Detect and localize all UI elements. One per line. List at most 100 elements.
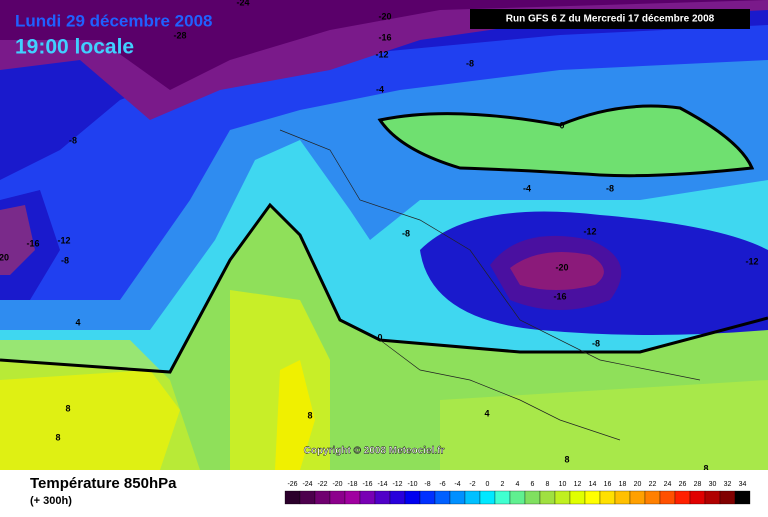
colorbar-label: -24 [302, 481, 312, 488]
colorbar-label: 12 [574, 481, 582, 488]
colorbar-swatch [329, 490, 346, 505]
colorbar-label: 0 [486, 481, 490, 488]
colorbar-swatch [449, 490, 466, 505]
contour-label: -8 [61, 255, 69, 265]
colorbar-label: 32 [724, 481, 732, 488]
contour-label: 8 [65, 403, 70, 413]
contour-label: -8 [592, 338, 600, 348]
contour-label: -8 [402, 228, 410, 238]
contour-label: -16 [553, 291, 566, 301]
colorbar-swatch [689, 490, 706, 505]
contour-labels: -24 -20 -28 -16 -12 -8 -4 -8 0 -4 -8 -16 -12 -8 20 -8 -1… [0, 0, 759, 473]
colorbar-swatch [614, 490, 631, 505]
colorbar-label: 14 [589, 481, 597, 488]
colorbar-swatch [659, 490, 676, 505]
colorbar-label: -8 [424, 481, 430, 488]
contour-label: 8 [703, 463, 708, 473]
run-info: Run GFS 6 Z du Mercredi 17 décembre 2008 [506, 14, 715, 25]
footer-subtitle: (+ 300h) [30, 495, 72, 507]
contour-label: -12 [375, 49, 388, 59]
colorbar-swatch [359, 490, 376, 505]
colorbar-swatch [719, 490, 736, 505]
colorbar-label: 18 [619, 481, 627, 488]
colorbar-label: -10 [407, 481, 417, 488]
colorbar-swatch [584, 490, 601, 505]
colorbar-swatch [434, 490, 451, 505]
colorbar-label: -16 [362, 481, 372, 488]
contour-label: -8 [466, 58, 474, 68]
colorbar-label: 26 [679, 481, 687, 488]
colorbar-swatch [569, 490, 586, 505]
colorbar-swatch [284, 490, 301, 505]
colorbar-label: 30 [709, 481, 717, 488]
contour-label: 4 [75, 317, 80, 327]
colorbar-label: 6 [531, 481, 535, 488]
contour-label: -8 [69, 135, 77, 145]
colorbar-swatch [419, 490, 436, 505]
contour-label: 4 [484, 408, 489, 418]
contour-label: -24 [236, 0, 249, 7]
contour-label: 0 [559, 120, 564, 130]
colorbar-swatch [314, 490, 331, 505]
contour-label: 20 [0, 252, 9, 262]
footer-title: Température 850hPa [30, 475, 177, 492]
colorbar-swatch [374, 490, 391, 505]
colorbar-label: -20 [332, 481, 342, 488]
colorbar-swatch [464, 490, 481, 505]
contour-label: -12 [583, 226, 596, 236]
run-box [470, 9, 750, 29]
contour-label: 8 [55, 432, 60, 442]
colorbar-swatch [524, 490, 541, 505]
colorbar-label: -6 [439, 481, 445, 488]
colorbar-label: -14 [377, 481, 387, 488]
colorbar-swatch [404, 490, 421, 505]
colorbar-swatch [734, 490, 751, 505]
colorbar-label: 10 [559, 481, 567, 488]
colorbar-label: -2 [469, 481, 475, 488]
colorbar-label: 24 [664, 481, 672, 488]
contour-label: -8 [606, 183, 614, 193]
colorbar-label: 20 [634, 481, 642, 488]
colorbar-label: 28 [694, 481, 702, 488]
contour-label: -16 [26, 238, 39, 248]
colorbar-swatch [299, 490, 316, 505]
colorbar-swatch [494, 490, 511, 505]
colorbar-label: -12 [392, 481, 402, 488]
colorbar-label: 8 [546, 481, 550, 488]
colorbar-label: 16 [604, 481, 612, 488]
colorbar-swatch [509, 490, 526, 505]
colorbar-swatch [389, 490, 406, 505]
contour-label: -12 [57, 235, 70, 245]
colorbar-label: 22 [649, 481, 657, 488]
contour-label: -20 [378, 11, 391, 21]
copyright: Copyright © 2008 Meteociel.fr [304, 446, 445, 457]
colorbar-swatch [629, 490, 646, 505]
colorbar-swatch [599, 490, 616, 505]
contour-label: -16 [378, 32, 391, 42]
colorbar: -26 -24 -22 -20 -18 -16 -14 -12 -10 -8 -6 -4 -2 0 2 4 6 8… [284, 481, 751, 505]
colorbar-swatch [479, 490, 496, 505]
colorbar-swatch [644, 490, 661, 505]
contour-label: 8 [307, 410, 312, 420]
colorbar-swatch [539, 490, 556, 505]
colorbar-label: 4 [516, 481, 520, 488]
colorbar-label: -22 [317, 481, 327, 488]
contour-label: -28 [173, 30, 186, 40]
date: Lundi 29 décembre 2008 [15, 11, 212, 30]
colorbar-label: -26 [287, 481, 297, 488]
contour-label: -4 [376, 84, 384, 94]
colorbar-label: 34 [739, 481, 747, 488]
colorbar-swatch [674, 490, 691, 505]
colorbar-label: -18 [347, 481, 357, 488]
colorbar-swatch [704, 490, 721, 505]
temperature-field [0, 0, 768, 470]
contour-label: -20 [555, 262, 568, 272]
colorbar-label: -4 [454, 481, 460, 488]
contour-label: -12 [745, 256, 758, 266]
time: 19:00 locale [15, 36, 134, 59]
contour-label: 8 [564, 454, 569, 464]
colorbar-swatch [344, 490, 361, 505]
contour-label: 0 [377, 332, 382, 342]
colorbar-swatch [554, 490, 571, 505]
